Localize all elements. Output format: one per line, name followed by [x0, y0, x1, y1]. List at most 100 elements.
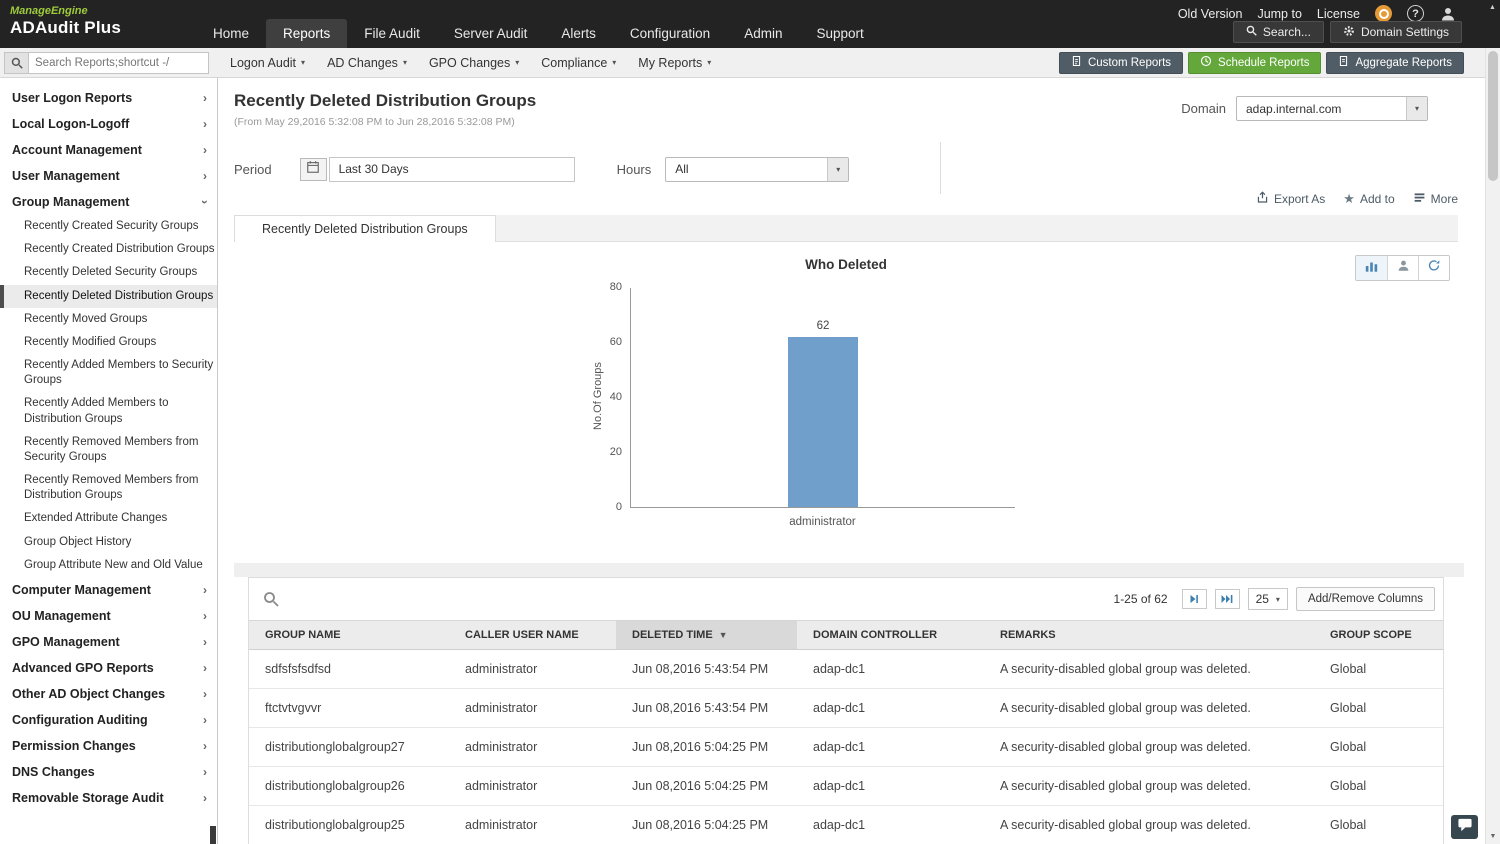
menu-compliance[interactable]: Compliance ▾ [541, 55, 617, 70]
next-page-button[interactable] [1181, 589, 1207, 609]
add-remove-columns-button[interactable]: Add/Remove Columns [1295, 587, 1435, 611]
sidebar-subitem-recently-removed-members-security[interactable]: Recently Removed Members from Security G… [24, 435, 199, 463]
scrollbar-up-arrow[interactable]: ▲ [1485, 0, 1500, 48]
sidebar-subitem-recently-created-distribution-groups[interactable]: Recently Created Distribution Groups [24, 243, 215, 256]
menu-gpo-changes[interactable]: GPO Changes ▾ [428, 55, 520, 70]
last-page-button[interactable] [1214, 589, 1240, 609]
notification-icon[interactable] [1375, 5, 1392, 22]
domain-selector: Domain adap.internal.com ▾ [1181, 96, 1428, 121]
scrollbar-down-arrow[interactable]: ▼ [1485, 830, 1500, 844]
nav-home[interactable]: Home [213, 26, 250, 41]
sidebar-item-user-management[interactable]: User Management › [12, 169, 207, 183]
aggregate-reports-button[interactable]: Aggregate Reports [1326, 51, 1464, 74]
report-search-icon[interactable] [4, 51, 29, 74]
menu-my-reports[interactable]: My Reports ▾ [638, 55, 712, 70]
sidebar-subitem-group-object-history[interactable]: Group Object History [24, 535, 132, 548]
chevron-right-icon: › [203, 169, 207, 183]
license-link[interactable]: License [1316, 6, 1360, 21]
sidebar-subitem-recently-modified-groups[interactable]: Recently Modified Groups [24, 335, 157, 348]
summary-view-button[interactable] [1387, 256, 1418, 280]
more-link[interactable]: More [1413, 191, 1458, 207]
sidebar-item-account-management[interactable]: Account Management › [12, 143, 207, 157]
caret-down-icon: ▾ [515, 58, 520, 67]
feedback-chat-button[interactable] [1451, 815, 1478, 839]
sidebar-subitem-recently-removed-members-distribution[interactable]: Recently Removed Members from Distributi… [24, 474, 199, 502]
sidebar-subitem-recently-added-members-distribution[interactable]: Recently Added Members to Distribution G… [24, 397, 169, 425]
sidebar-subitem-recently-added-members-security[interactable]: Recently Added Members to Security Group… [24, 359, 214, 387]
menu-logon-audit[interactable]: Logon Audit ▾ [230, 55, 306, 70]
nav-support[interactable]: Support [816, 26, 864, 41]
sidebar-item-permission-changes[interactable]: Permission Changes › [12, 738, 207, 753]
section-divider [234, 563, 1464, 577]
column-header-group-name[interactable]: GROUP NAME [249, 620, 449, 650]
nav-server-audit[interactable]: Server Audit [453, 26, 528, 41]
domain-select[interactable]: adap.internal.com ▾ [1236, 96, 1428, 121]
hours-select[interactable]: All ▾ [665, 156, 850, 182]
bar-chart-view-button[interactable] [1356, 256, 1387, 280]
sidebar-subitem-recently-deleted-security-groups[interactable]: Recently Deleted Security Groups [24, 266, 198, 279]
sidebar-item-removable-storage-audit[interactable]: Removable Storage Audit › [12, 790, 207, 805]
results-table: GROUP NAME CALLER USER NAME DELETED TIME… [249, 620, 1443, 844]
app-logo[interactable]: ManageEngine ADAudit Plus [10, 5, 121, 37]
user-menu-icon[interactable] [1439, 5, 1456, 22]
sidebar-subitem-recently-deleted-distribution-groups[interactable]: Recently Deleted Distribution Groups [0, 284, 217, 308]
custom-reports-button[interactable]: Custom Reports [1058, 51, 1184, 74]
sidebar-item-group-management[interactable]: Group Management › [12, 195, 212, 209]
cell-domain-controller: adap-dc1 [797, 649, 984, 689]
sidebar-item-computer-management[interactable]: Computer Management › [12, 582, 207, 597]
cell-domain-controller: adap-dc1 [797, 727, 984, 767]
calendar-button[interactable] [299, 157, 327, 181]
cell-deleted-time: Jun 08,2016 5:04:25 PM [616, 766, 797, 806]
column-header-deleted-time[interactable]: DELETED TIME ▼ [616, 620, 797, 650]
period-input[interactable] [328, 156, 575, 182]
nav-configuration[interactable]: Configuration [629, 26, 711, 41]
sidebar-item-configuration-auditing[interactable]: Configuration Auditing › [12, 712, 207, 727]
nav-admin[interactable]: Admin [744, 26, 783, 41]
table-search-icon[interactable] [263, 591, 279, 607]
cell-caller-user-name: administrator [449, 688, 616, 728]
help-icon[interactable]: ? [1407, 5, 1424, 22]
nav-file-audit[interactable]: File Audit [364, 26, 420, 41]
sidebar-item-other-ad-object-changes[interactable]: Other AD Object Changes › [12, 686, 207, 701]
menu-ad-changes[interactable]: AD Changes ▾ [327, 55, 407, 70]
export-as-link[interactable]: Export As [1256, 191, 1325, 207]
tab-recently-deleted-distribution-groups[interactable]: Recently Deleted Distribution Groups [234, 215, 496, 243]
main-nav: Home Reports File Audit Server Audit Ale… [196, 19, 881, 48]
schedule-reports-button[interactable]: Schedule Reports [1188, 51, 1322, 74]
nav-reports[interactable]: Reports [266, 19, 348, 48]
add-to-link[interactable]: ★ Add to [1343, 191, 1395, 206]
sidebar-subitem-group-attribute-new-old-value[interactable]: Group Attribute New and Old Value [24, 558, 203, 571]
cell-remarks: A security-disabled global group was del… [984, 766, 1314, 806]
jump-to-link[interactable]: Jump to [1257, 6, 1302, 21]
caret-down-icon: ▾ [402, 58, 407, 67]
nav-alerts[interactable]: Alerts [561, 26, 596, 41]
cell-group-name: distributionglobalgroup25 [249, 805, 449, 844]
domain-settings-button[interactable]: Domain Settings [1329, 21, 1462, 43]
column-header-remarks[interactable]: REMARKS [984, 620, 1314, 650]
column-header-group-scope[interactable]: GROUP SCOPE [1314, 620, 1443, 650]
gear-icon [1343, 25, 1355, 40]
sidebar-item-advanced-gpo-reports[interactable]: Advanced GPO Reports › [12, 660, 207, 675]
scrollbar-track[interactable] [1485, 48, 1500, 830]
chevron-down-icon: › [198, 200, 212, 204]
old-version-link[interactable]: Old Version [1177, 6, 1243, 21]
y-tick: 60 [609, 336, 622, 348]
table-controls: 1-25 of 62 25 ▾ Add/Remove Columns [249, 578, 1443, 620]
report-search-input[interactable] [29, 51, 209, 74]
page-size-select[interactable]: 25 ▾ [1247, 588, 1288, 610]
column-header-domain-controller[interactable]: DOMAIN CONTROLLER [797, 620, 984, 650]
sidebar-item-ou-management[interactable]: OU Management › [12, 608, 207, 623]
sidebar-item-dns-changes[interactable]: DNS Changes › [12, 764, 207, 779]
sidebar-subitem-extended-attribute-changes[interactable]: Extended Attribute Changes [24, 512, 168, 525]
sidebar-subitem-recently-moved-groups[interactable]: Recently Moved Groups [24, 312, 148, 325]
search-button[interactable]: Search... [1232, 21, 1324, 43]
sidebar-scrollbar-thumb[interactable] [210, 826, 216, 844]
scrollbar-thumb[interactable] [1488, 51, 1498, 181]
column-header-caller-user-name[interactable]: CALLER USER NAME [449, 620, 616, 650]
sidebar-item-gpo-management[interactable]: GPO Management › [12, 634, 207, 649]
top-buttons: Search... Domain Settings [1232, 21, 1462, 43]
sidebar-subitem-recently-created-security-groups[interactable]: Recently Created Security Groups [24, 220, 199, 232]
line-chart-view-button[interactable] [1418, 256, 1449, 280]
sidebar-item-user-logon-reports[interactable]: User Logon Reports › [12, 91, 207, 105]
sidebar-item-local-logon-logoff[interactable]: Local Logon-Logoff › [12, 117, 207, 131]
